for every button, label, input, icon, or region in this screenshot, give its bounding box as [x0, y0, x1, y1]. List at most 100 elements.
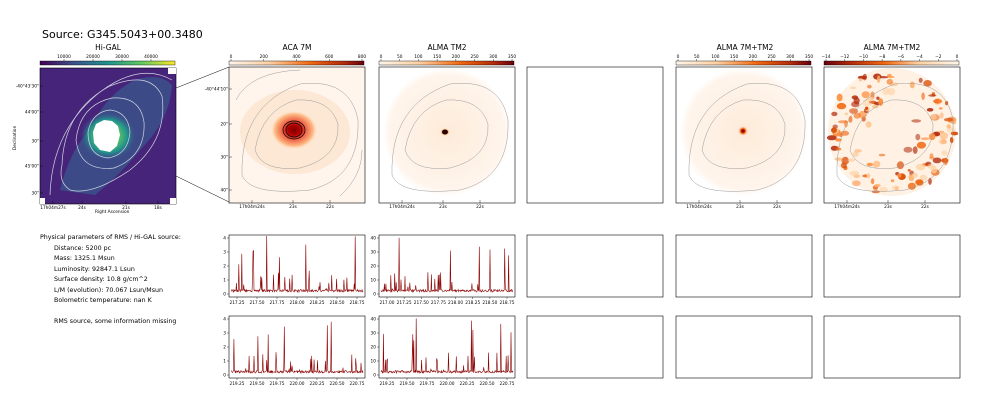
noise-blob [939, 112, 944, 119]
properties-header: Physical parameters of RMS / Hi-GAL sour… [40, 234, 181, 241]
empty-spectrum-panel [675, 234, 813, 298]
spectrum-ytick-label: 0 [373, 292, 376, 298]
spectrum-ytick-label: 20 [371, 264, 377, 270]
noise-blob [840, 162, 847, 169]
dec-tick-label: 30" [32, 139, 39, 145]
dec-tick-label: 30" [221, 155, 228, 161]
colorbar-tick-label: 200 [260, 54, 268, 60]
spectrum-frame [675, 234, 813, 298]
colorbar-tick-label: 0 [956, 54, 959, 60]
noise-blob [915, 179, 924, 186]
colorbar-tick-label: −10 [859, 54, 868, 60]
noise-blob [897, 173, 902, 178]
ra-tick-label: 23s [736, 204, 744, 210]
alma7mtm2-source-core [741, 129, 745, 133]
noise-blob [861, 91, 870, 99]
noise-blob [836, 93, 843, 102]
spectrum-xtick-label: 219.50 [399, 381, 414, 387]
noise-blob [915, 163, 926, 171]
noise-blob [907, 182, 916, 190]
spectrum-ytick-label: 2 [223, 264, 226, 270]
spectrum-ytick-label: 1 [223, 278, 226, 284]
spectrum-line [230, 235, 364, 294]
spectrum-frame [378, 315, 516, 379]
noise-blob [939, 132, 949, 140]
spectrum-xtick-label: 217.00 [379, 300, 394, 306]
spectrum-xtick-label: 219.25 [379, 381, 394, 387]
higal-colorbar-ticks: 10000 20000 30000 40000 [57, 54, 158, 61]
spectrum-xtick-label: 218.00 [448, 300, 463, 306]
noise-blob [915, 133, 921, 141]
noise-blob [854, 149, 862, 153]
noise-blob [831, 111, 838, 117]
ra-tick-label: 17h04m24s [834, 204, 860, 210]
spectrum-ytick-label: 3 [223, 331, 226, 337]
ra-tick-label: 17h04m24s [239, 204, 265, 210]
dec-tick-label: 40" [221, 188, 228, 194]
spectrum-ytick-label: 2 [223, 345, 226, 351]
noise-blob [872, 104, 879, 109]
colorbar-tick-label: 300 [489, 54, 497, 60]
almatm2-contours [391, 83, 509, 192]
noise-blob [840, 130, 850, 136]
noise-blob [850, 86, 857, 90]
aca7m-panel: 0 200 400 600 800 -40°44'10" 20" 30" 40" 17h04m… [205, 54, 367, 210]
almatm2-ra-ticks: 17h04m24s 23s 22s [389, 200, 485, 210]
noise-blob [907, 169, 911, 172]
colorbar-tick-label: −6 [898, 54, 905, 60]
spectrum-xtick-label: 217.50 [414, 300, 429, 306]
aca7m-dec-ticks: -40°44'10" 20" 30" 40" [205, 87, 232, 194]
spectrum-xtick-label: 220.50 [479, 381, 494, 387]
noise-blob [918, 77, 923, 83]
noise-blob [851, 180, 861, 187]
spectrum-xtick-label: 220.50 [329, 381, 344, 387]
higal-border-noise [40, 68, 176, 204]
spectrum-line [230, 321, 364, 375]
noise-blob [946, 124, 951, 129]
noise-blob [937, 99, 942, 104]
spectrum-ytick-label: 40 [371, 317, 377, 323]
noise-blob [887, 73, 892, 78]
noise-blob [939, 107, 943, 110]
noise-blob [878, 153, 886, 157]
noise-blob [941, 150, 948, 156]
alma7mtm2-colorbar [675, 60, 812, 66]
noise-blob [926, 108, 934, 112]
mass-value: Mass: 1325.1 Msun [54, 255, 115, 262]
noise-blob [887, 87, 896, 96]
aca7m-contours [235, 69, 363, 197]
noise-blob [951, 121, 957, 125]
ra-tick-label: 17h04m27s [40, 205, 66, 211]
noise-blob [865, 121, 872, 128]
colorbar-tick-label: 50 [397, 54, 403, 60]
noise-blob [871, 190, 880, 194]
spectrum-panel: 219.25 219.50 219.75 220.00 220.25 220.50 220.… [223, 315, 366, 387]
noise-blob [890, 179, 895, 183]
noise-blob [930, 113, 937, 120]
spectrum-xtick-label: 220.25 [459, 381, 474, 387]
colorbar-tick-label: 250 [470, 54, 478, 60]
spectrum-xtick-label: 220.75 [499, 381, 514, 387]
almatm2-title: ALMA TM2 [427, 43, 467, 52]
noise-blob [909, 81, 915, 89]
alma7mtm2-ra-ticks: 17h04m24s 23s 22s [686, 200, 782, 210]
spectrum-ytick-label: 0 [223, 373, 226, 379]
noise-blob [874, 184, 881, 187]
noise-blob [867, 84, 872, 89]
almatm2-source-contour [442, 129, 448, 135]
colorbar-tick-label: 350 [508, 54, 516, 60]
noise-blob [882, 87, 889, 96]
spectrum-ytick-label: 1 [223, 359, 226, 365]
almatm2-colorbar [378, 60, 515, 66]
alma7mtm2neg-noise-blobs [826, 73, 959, 194]
spectrum-ytick-label: 20 [371, 345, 377, 351]
spectrum-xtick-label: 220.00 [289, 381, 304, 387]
colorbar-tick-label: 100 [414, 54, 422, 60]
higal-panel: 10000 20000 30000 40000 -40°43'30" 44'00" 30"… [12, 54, 230, 215]
noise-blob [872, 160, 881, 168]
physical-properties: Physical parameters of RMS / Hi-GAL sour… [40, 233, 181, 327]
aca7m-ra-ticks: 17h04m24s 23s 22s [239, 200, 335, 210]
spectrum-panel: 219.25 219.50 219.75 220.00 220.25 220.50 220.… [371, 315, 516, 387]
aca7m-source-glow [270, 110, 318, 150]
alma7mtm2-title: ALMA 7M+TM2 [716, 43, 774, 52]
